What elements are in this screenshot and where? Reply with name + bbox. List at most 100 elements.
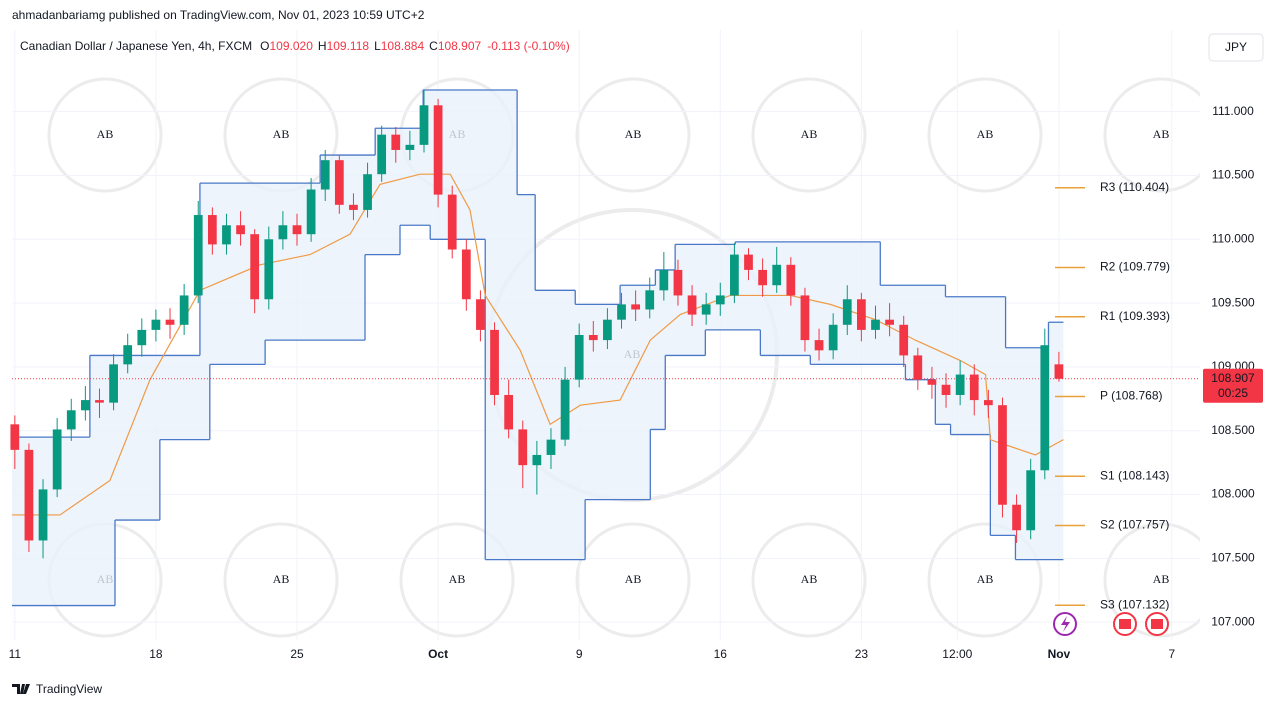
y-tick-label: 110.000	[1212, 231, 1255, 245]
footer-logo: TradingView	[12, 682, 102, 696]
watermark-text: AB	[449, 572, 466, 586]
y-tick-label: 108.000	[1211, 487, 1255, 501]
candle-body	[24, 449, 34, 541]
watermark-text: AB	[801, 127, 818, 141]
plot: R3 (110.404) R2 (109.779) R1 (109.393) P (1…	[10, 89, 1200, 611]
watermark-text: AB	[273, 127, 290, 141]
watermark-circle	[927, 77, 1043, 193]
event-bolt	[1061, 616, 1070, 632]
published-line: ahmadanbariamg published on TradingView.…	[12, 8, 425, 22]
y-tick-label: 108.500	[1211, 423, 1255, 437]
pivot-label: S1 (108.143)	[1100, 468, 1169, 482]
legend-value: 109.118	[327, 39, 370, 53]
candle-body	[250, 234, 260, 300]
bottom-icons	[1053, 612, 1169, 636]
watermark-circle	[751, 77, 867, 193]
candle-body	[744, 254, 753, 270]
legend-symbol: Canadian Dollar / Japanese Yen, 4h, FXCM	[20, 39, 252, 53]
candle-body	[151, 319, 161, 330]
pivot-label: S2 (107.757)	[1100, 518, 1169, 532]
candle-body	[560, 379, 570, 440]
candle-body	[603, 319, 612, 341]
candle-body	[10, 424, 20, 450]
legend-change: -0.113 (-0.10%)	[487, 39, 569, 53]
pivot-label: P (108.768)	[1100, 389, 1163, 403]
y-tick-label: 111.000	[1212, 104, 1254, 118]
y-tick-label: 107.500	[1211, 550, 1255, 564]
watermark-circle	[223, 522, 339, 638]
axes: 107.000107.500108.000108.500109.000109.5…	[9, 104, 1263, 661]
last-price-label: 108.907	[1211, 371, 1255, 385]
candle-body	[236, 225, 245, 235]
candle-body	[490, 329, 499, 395]
candle-body	[419, 105, 429, 145]
x-tick-label: 12:00	[942, 647, 972, 661]
watermark-text: AB	[97, 127, 114, 141]
candle-body	[842, 299, 852, 325]
candle-body	[461, 249, 471, 300]
candle-body	[405, 144, 415, 150]
watermark-text: AB	[801, 572, 818, 586]
candle-body	[913, 355, 923, 380]
candle-body	[701, 304, 711, 315]
candle-body	[165, 319, 175, 325]
candle-body	[179, 295, 189, 325]
watermark-circle	[575, 522, 691, 638]
candle-body	[730, 254, 739, 296]
watermark-circle	[751, 522, 867, 638]
candle-body	[38, 489, 48, 541]
candle-body	[137, 329, 147, 346]
candle-body	[334, 160, 344, 205]
x-tick-label: Oct	[428, 647, 448, 661]
candle-body	[955, 374, 965, 395]
candle-body	[80, 400, 90, 411]
watermark-text: AB	[977, 127, 994, 141]
candle-body	[52, 429, 62, 490]
pivot-label: R1 (109.393)	[1100, 309, 1170, 323]
pivot-label: S3 (107.132)	[1100, 597, 1169, 611]
x-tick-label: 16	[714, 647, 728, 661]
candle-body	[814, 340, 824, 351]
candle-body	[320, 160, 330, 190]
legend-key: H	[318, 39, 327, 53]
channel-fill-layer	[12, 89, 1064, 606]
candle-body	[617, 304, 626, 320]
candle-body	[391, 134, 401, 150]
candle-body	[433, 105, 443, 195]
channel-fill	[12, 89, 1064, 606]
currency-label[interactable]: JPY	[1225, 40, 1247, 54]
candle-body	[292, 225, 302, 235]
candle-body	[278, 225, 288, 240]
candle-body	[631, 304, 641, 310]
flag-body	[1151, 619, 1163, 629]
candle-body	[207, 215, 217, 245]
candle-body	[857, 299, 866, 330]
candle-body	[659, 269, 669, 291]
candle-body	[546, 439, 556, 455]
candle-body	[899, 324, 909, 356]
watermark-circle	[575, 77, 691, 193]
candle-body	[983, 400, 993, 406]
x-tick-label: 23	[855, 647, 869, 661]
candle-body	[588, 335, 598, 341]
candle-body	[447, 194, 457, 250]
candle-body	[306, 189, 316, 235]
price-axis-bg	[1200, 30, 1280, 670]
watermark-text: AB	[625, 127, 642, 141]
watermark-circle	[47, 77, 163, 193]
currency-button[interactable]	[1208, 33, 1264, 62]
flag-body	[1119, 619, 1131, 629]
candle-body	[941, 384, 951, 395]
x-tick-label: 18	[149, 647, 163, 661]
pivot-label: R3 (110.404)	[1100, 180, 1169, 194]
candle-body	[758, 269, 767, 286]
candle-body	[222, 225, 231, 245]
candle-body	[1012, 504, 1021, 531]
logo-mark	[12, 684, 30, 694]
candle-body	[772, 264, 782, 286]
candle-body	[109, 364, 118, 403]
x-tick-label: 7	[1168, 647, 1175, 661]
candle-body	[687, 295, 697, 315]
x-tick-label: 25	[290, 647, 304, 661]
